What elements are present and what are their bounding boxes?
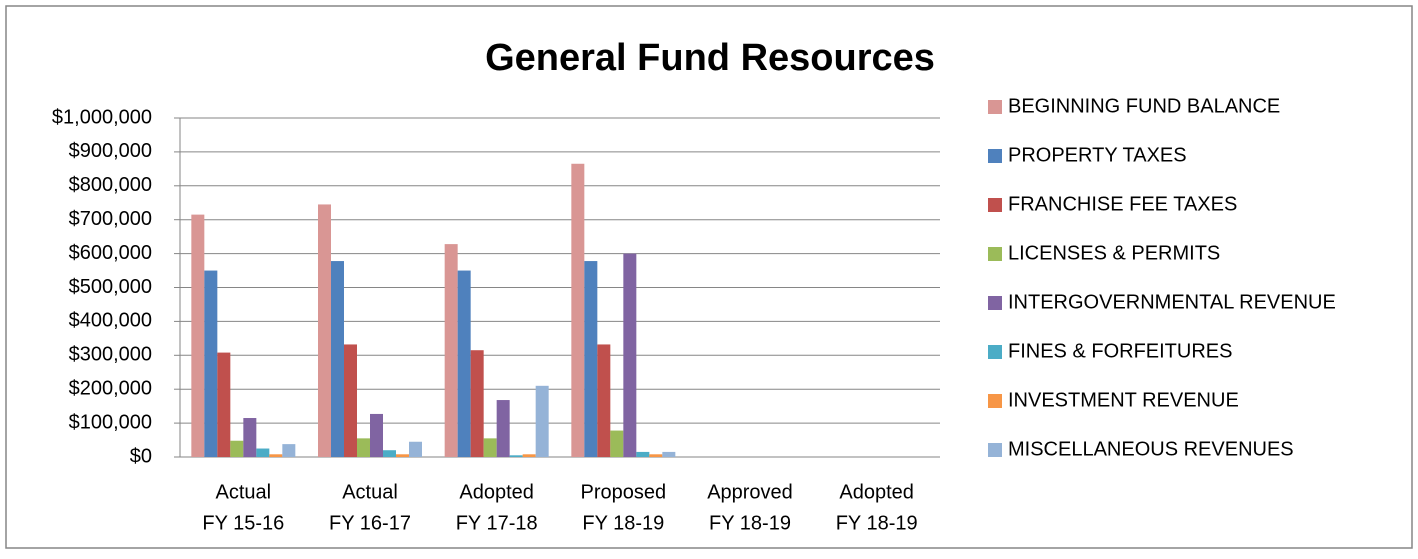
legend-label: LICENSES & PERMITS xyxy=(1008,242,1220,264)
x-tick-label: Adopted xyxy=(459,481,534,503)
legend-label: INVESTMENT REVENUE xyxy=(1008,389,1239,411)
y-tick-label: $700,000 xyxy=(69,208,152,230)
bar xyxy=(409,441,422,457)
bar xyxy=(649,454,663,457)
bar xyxy=(256,448,270,457)
bar xyxy=(331,261,344,457)
bar xyxy=(444,244,458,457)
x-tick-label: Actual xyxy=(216,481,272,503)
bar xyxy=(597,344,611,457)
legend-label: PROPERTY TAXES xyxy=(1008,144,1187,166)
bar xyxy=(191,214,205,457)
y-tick-label: $600,000 xyxy=(69,242,152,264)
x-tick-label: Proposed xyxy=(581,481,667,503)
x-tick-label: FY 18-19 xyxy=(582,512,664,534)
bar xyxy=(230,440,244,457)
legend-swatch xyxy=(988,198,1002,212)
bar xyxy=(396,454,409,457)
bar xyxy=(623,253,637,457)
bar xyxy=(496,400,510,457)
bar xyxy=(318,204,331,457)
legend-label: FRANCHISE FEE TAXES xyxy=(1008,193,1237,215)
bar xyxy=(217,352,231,457)
bar xyxy=(509,455,523,457)
bar xyxy=(204,270,218,457)
legend-label: INTERGOVERNMENTAL REVENUE xyxy=(1008,291,1336,313)
legend-swatch xyxy=(988,443,1002,457)
bar xyxy=(357,438,370,457)
bar xyxy=(610,430,624,457)
y-tick-label: $800,000 xyxy=(69,174,152,196)
x-tick-label: FY 16-17 xyxy=(329,512,411,534)
bar xyxy=(370,413,383,457)
legend-label: MISCELLANEOUS REVENUES xyxy=(1008,438,1294,460)
bar xyxy=(522,454,536,457)
chart-title: General Fund Resources xyxy=(485,37,935,79)
legend-swatch xyxy=(988,345,1002,359)
bar xyxy=(571,163,585,457)
bar xyxy=(243,418,257,457)
x-tick-label: Approved xyxy=(707,481,793,503)
x-tick-label: FY 18-19 xyxy=(709,512,791,534)
y-tick-label: $0 xyxy=(130,445,152,467)
y-tick-label: $900,000 xyxy=(69,140,152,162)
legend-label: FINES & FORFEITURES xyxy=(1008,340,1232,362)
y-tick-label: $300,000 xyxy=(69,344,152,366)
legend-label: BEGINNING FUND BALANCE xyxy=(1008,95,1280,117)
legend-swatch xyxy=(988,149,1002,163)
bar xyxy=(282,444,296,457)
legend-swatch xyxy=(988,247,1002,261)
chart-border xyxy=(5,5,1413,549)
x-tick-label: Actual xyxy=(342,481,398,503)
y-tick-label: $100,000 xyxy=(69,411,152,433)
bar xyxy=(584,261,598,457)
x-tick-label: FY 17-18 xyxy=(456,512,538,534)
x-tick-label: FY 18-19 xyxy=(836,512,918,534)
bar xyxy=(269,454,283,457)
bar xyxy=(662,451,676,457)
bar xyxy=(535,385,549,457)
x-tick-label: Adopted xyxy=(839,481,914,503)
bar xyxy=(470,350,484,457)
legend-swatch xyxy=(988,296,1002,310)
y-tick-label: $1,000,000 xyxy=(52,106,152,128)
y-tick-label: $500,000 xyxy=(69,276,152,298)
bar xyxy=(457,270,471,457)
y-tick-label: $200,000 xyxy=(69,377,152,399)
legend-swatch xyxy=(988,394,1002,408)
bar xyxy=(344,344,357,457)
bar xyxy=(636,451,650,457)
y-tick-label: $400,000 xyxy=(69,310,152,332)
legend-swatch xyxy=(988,100,1002,114)
bar xyxy=(483,438,497,457)
x-tick-label: FY 15-16 xyxy=(202,512,284,534)
bar xyxy=(383,450,396,457)
